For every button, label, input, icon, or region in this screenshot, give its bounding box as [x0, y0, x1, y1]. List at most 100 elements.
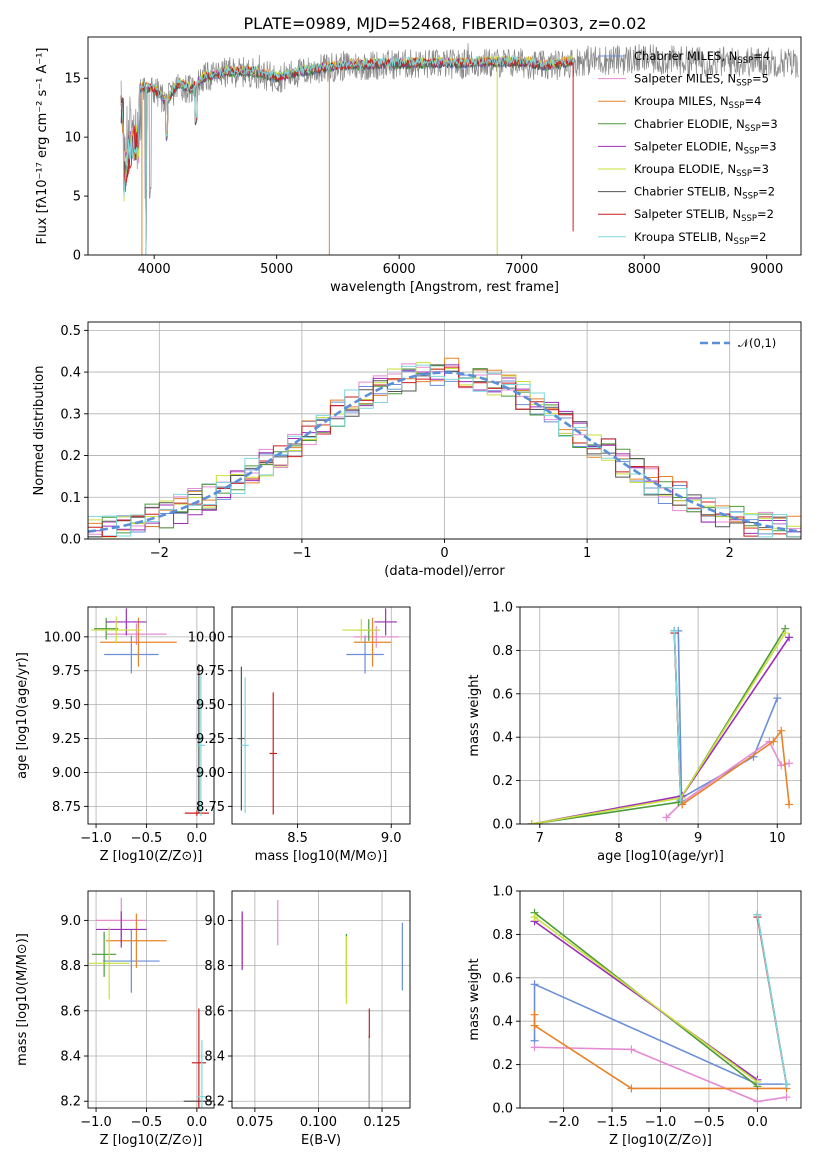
- weight-marker: [769, 737, 778, 746]
- histogram-legend: 𝒩(0,1): [700, 336, 776, 350]
- y-tick-label: 0.8: [492, 928, 513, 943]
- axes-layer: −1.0 −0.5 0.0 8.75 9.00 9.25 9.50 9.75 10.00 Z [l…: [15, 606, 215, 864]
- legend-label: Salpeter ELODIE, NSSP=3: [634, 139, 777, 156]
- x-tick-label: 4000: [138, 262, 171, 277]
- legend-label: Kroupa MILES, NSSP=4: [634, 94, 761, 111]
- x-axis-label: mass [log10(M/M⊙)]: [255, 849, 388, 864]
- legend-label: Salpeter STELIB, NSSP=2: [634, 207, 774, 224]
- y-tick-label: 0.0: [60, 533, 81, 548]
- weight-marker: [530, 980, 539, 989]
- x-tick-label: 9.0: [381, 831, 402, 846]
- x-tick-label: 10: [769, 831, 786, 846]
- weight-series-line: [531, 636, 790, 824]
- x-tick-label: −1.0: [645, 1115, 677, 1130]
- weight-marker: [662, 813, 671, 822]
- x-tick-label: −0.5: [131, 1115, 163, 1130]
- x-tick-label: 0.0: [747, 1115, 768, 1130]
- y-tick-label: 15: [64, 72, 81, 87]
- x-tick-label: −1: [292, 546, 311, 561]
- y-tick-label: 9.75: [196, 664, 225, 679]
- y-axis-label: age [log10(age/yr)]: [15, 652, 30, 779]
- y-axis-label: Flux [fλ10⁻¹⁷ erg cm⁻² s⁻¹ A⁻¹]: [35, 48, 50, 245]
- plot-area: [527, 624, 794, 824]
- y-tick-label: 10: [64, 131, 81, 146]
- y-tick-label: 9.75: [52, 664, 81, 679]
- legend-label: Kroupa STELIB, NSSP=2: [634, 230, 766, 247]
- weight-marker: [530, 1010, 539, 1019]
- y-tick-label: 0.3: [60, 407, 81, 422]
- x-tick-label: 1: [583, 546, 591, 561]
- plot-area: [530, 908, 791, 1106]
- weight-marker: [782, 1080, 791, 1089]
- y-tick-label: 0: [73, 249, 81, 264]
- y-tick-label: 9.0: [60, 914, 81, 929]
- weight-marker: [773, 694, 782, 703]
- x-axis-label: (data-model)/error: [384, 564, 505, 579]
- y-tick-label: 8.2: [60, 1095, 81, 1110]
- y-tick-label: 8.6: [204, 1004, 225, 1019]
- axes-frame: [231, 890, 411, 1109]
- chart-age_vs_mass: 8.5 9.0 8.75 9.00 9.25 9.50 9.75 10.00 mass [log…: [188, 606, 411, 864]
- weight-marker: [670, 626, 679, 635]
- weight-marker: [753, 1077, 762, 1086]
- y-tick-label: 8.75: [196, 800, 225, 815]
- plot-area: [241, 900, 403, 1108]
- weight-marker: [627, 1084, 636, 1093]
- x-tick-label: −0.5: [693, 1115, 725, 1130]
- x-axis-label: wavelength [Angstrom, rest frame]: [330, 280, 559, 295]
- legend-label: Chabrier MILES, NSSP=4: [634, 49, 770, 66]
- y-tick-label: 0.5: [60, 324, 81, 339]
- weight-marker: [777, 726, 786, 735]
- y-axis-label: mass weight: [467, 674, 482, 756]
- spectrum-model-line: [120, 55, 574, 255]
- weight-marker: [782, 1093, 791, 1102]
- y-tick-label: 10.00: [188, 630, 225, 645]
- y-tick-label: 9.50: [52, 698, 81, 713]
- legend-label: Kroupa ELODIE, NSSP=3: [634, 162, 769, 179]
- axes-frame: [87, 606, 215, 825]
- spectrum-model-line: [121, 55, 574, 255]
- y-tick-label: 8.75: [52, 800, 81, 815]
- spectrum-model-line: [120, 54, 574, 186]
- y-tick-label: 9.00: [52, 766, 81, 781]
- weight-marker: [676, 796, 685, 805]
- weight-marker: [785, 759, 794, 768]
- chart-mass_vs_EBV: 0.075 0.100 0.125 8.2 8.4 8.6 8.8 9.0 E(B-V): [204, 890, 411, 1148]
- x-tick-label: 2: [726, 546, 734, 561]
- x-tick-label: −1.0: [80, 831, 112, 846]
- y-tick-label: 0.2: [60, 449, 81, 464]
- y-tick-label: 9.25: [196, 732, 225, 747]
- y-tick-label: 0.1: [60, 491, 81, 506]
- axes-layer: 4000 5000 6000 7000 8000 9000 0 5 10 15 wavelength…: [35, 36, 802, 295]
- axes-frame: [87, 36, 802, 256]
- x-tick-label: 0.0: [187, 831, 208, 846]
- y-tick-label: 8.4: [60, 1050, 81, 1065]
- x-tick-label: 0.075: [236, 1115, 273, 1130]
- weight-marker: [777, 761, 786, 770]
- y-tick-label: 0.4: [60, 366, 81, 381]
- spectrum-legend: Chabrier MILES, NSSP=4 Salpeter MILES, NS…: [598, 49, 778, 247]
- y-tick-label: 1.0: [492, 885, 513, 900]
- legend-label: Chabrier STELIB, NSSP=2: [634, 185, 775, 202]
- chart-age_vs_Z: −1.0 −0.5 0.0 8.75 9.00 9.25 9.50 9.75 10.00 Z [l…: [15, 606, 215, 864]
- x-tick-label: −2.0: [548, 1115, 580, 1130]
- weight-marker: [781, 629, 790, 638]
- weight-marker: [530, 1021, 539, 1030]
- plot-area: [237, 608, 399, 815]
- y-tick-label: 0.6: [492, 971, 513, 986]
- y-tick-label: 8.8: [60, 959, 81, 974]
- x-tick-label: 9: [694, 831, 702, 846]
- x-axis-label: E(B-V): [301, 1133, 341, 1148]
- chart-spectrum: 4000 5000 6000 7000 8000 9000 0 5 10 15 wavelength…: [35, 36, 802, 295]
- x-tick-label: 8000: [628, 262, 661, 277]
- x-tick-label: 0: [440, 546, 448, 561]
- weight-series-line: [531, 632, 786, 824]
- legend-label: Salpeter MILES, NSSP=5: [634, 72, 769, 89]
- y-tick-label: 0.4: [492, 1015, 513, 1030]
- x-axis-label: Z [log10(Z/Z⊙)]: [609, 1133, 712, 1148]
- chart-residuals: −2 −1 0 1 2 0.0 0.1 0.2 0.3 0.4 0.5 (data-model)/er…: [32, 321, 802, 579]
- weight-series-line: [681, 728, 790, 806]
- x-tick-label: 0.125: [363, 1115, 400, 1130]
- weight-marker: [785, 633, 794, 642]
